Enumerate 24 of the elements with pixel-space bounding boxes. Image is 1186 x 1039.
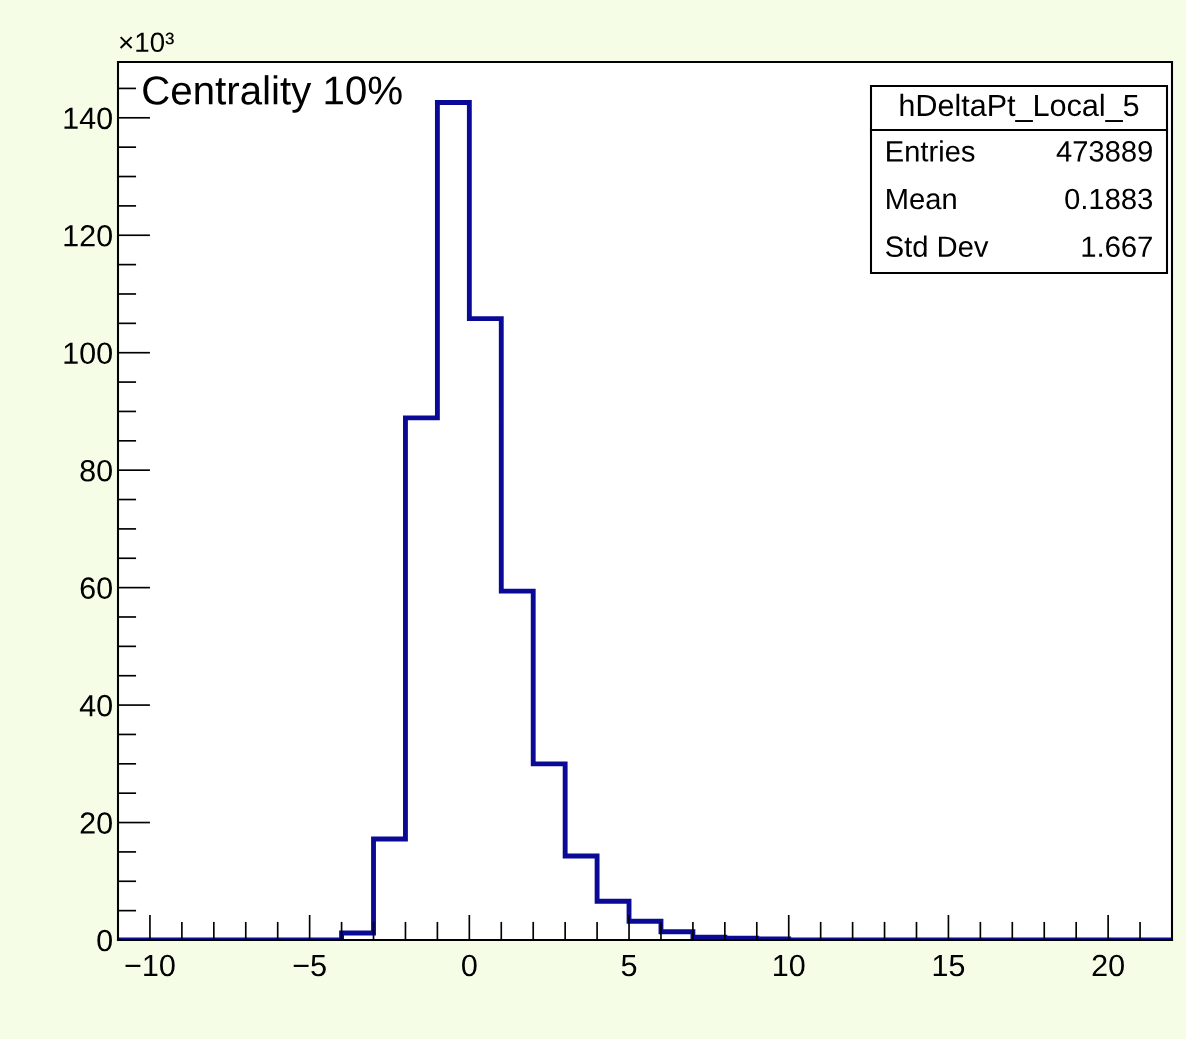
x-tick-label: 20 — [1092, 954, 1124, 977]
y-tick-label: 40 — [79, 694, 112, 717]
annotation: hDeltaPt_Local_5 — [900, 93, 1139, 122]
y-tick-label: 140 — [64, 107, 112, 130]
y-tick-label: 80 — [80, 459, 112, 482]
y-tick-label: 20 — [80, 812, 112, 834]
annotation: Std Dev — [886, 235, 989, 257]
x-tick-label: 5 — [621, 955, 637, 977]
x-tick-label: −5 — [293, 955, 326, 977]
annotation: 473889 — [1056, 141, 1152, 162]
annotation: Mean — [887, 188, 956, 210]
x-tick-label: −10 — [125, 954, 175, 977]
x-tick-label: 15 — [933, 955, 965, 977]
x-tick-label: 10 — [774, 954, 805, 977]
annotation: Centrality 10% — [143, 75, 402, 113]
annotation: 1.667 — [1082, 236, 1152, 257]
x-tick-label: 0 — [462, 954, 477, 977]
text: ×10³ — [119, 32, 174, 53]
annotation: Entries — [887, 140, 975, 162]
y-tick-label: 100 — [64, 342, 112, 365]
y-tick-label: 60 — [80, 577, 112, 599]
y-tick-label: 0 — [97, 929, 112, 952]
annotation: 0.1883 — [1065, 188, 1153, 210]
y-tick-label: 120 — [64, 224, 112, 247]
